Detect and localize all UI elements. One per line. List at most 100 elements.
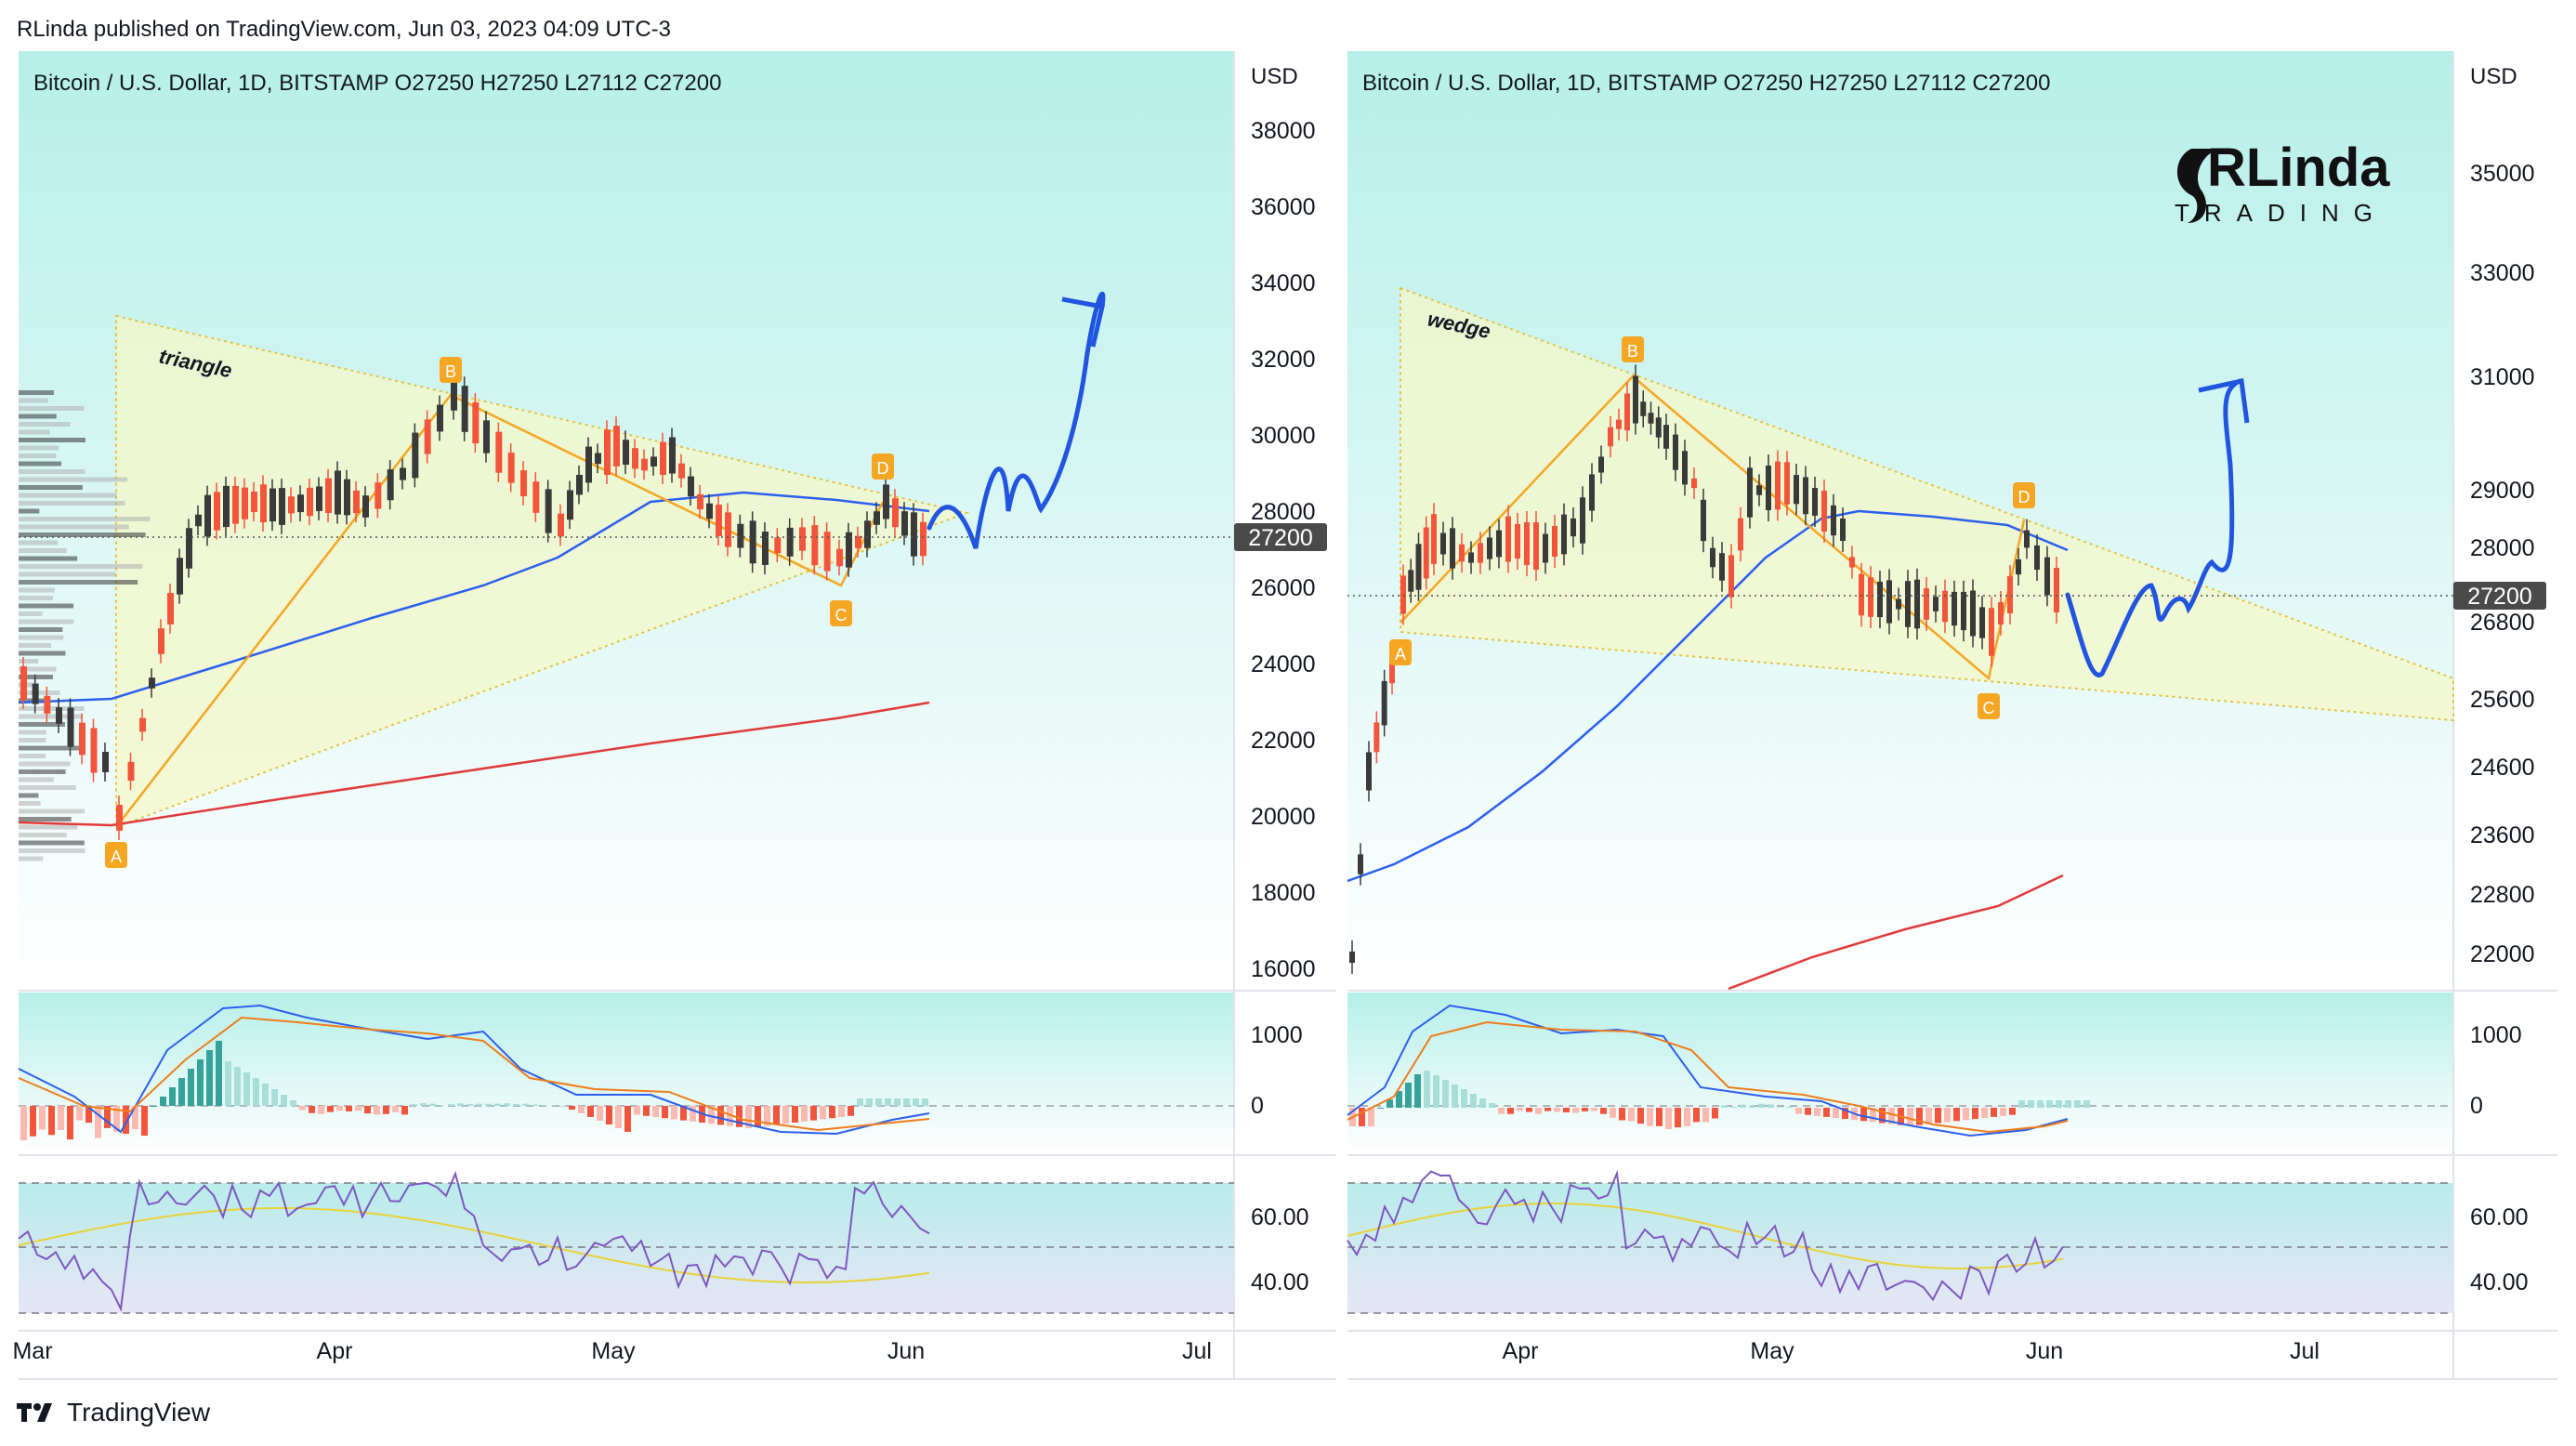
rsi-line xyxy=(18,1170,930,1312)
rsi-tick-label: 60.00 xyxy=(2470,1204,2529,1230)
macd-histogram-bar xyxy=(39,1106,46,1130)
macd-histogram-bar xyxy=(1637,1108,1644,1124)
last-price-label: 27200 xyxy=(1248,525,1313,551)
candle-body xyxy=(400,467,406,480)
candle-body xyxy=(1459,544,1465,562)
candle-body xyxy=(1821,491,1827,532)
candle-body xyxy=(855,535,861,548)
rsi-ma-line xyxy=(18,1207,930,1283)
macd-histogram-bar xyxy=(597,1106,603,1121)
volume-profile-bar xyxy=(19,564,143,569)
candle-body xyxy=(167,593,174,624)
macd-histogram-bar xyxy=(1489,1103,1495,1108)
time-axis-label: May xyxy=(1750,1338,1794,1364)
macd-histogram-bar xyxy=(1758,1103,1765,1108)
candle-body xyxy=(716,505,722,536)
time-axis-label: Jul xyxy=(1182,1338,1212,1364)
macd-histogram-bar xyxy=(1675,1108,1681,1128)
macd-signal-line xyxy=(1347,1020,2069,1134)
macd-histogram-bar xyxy=(652,1106,659,1117)
candle-body xyxy=(749,520,756,564)
candle-body xyxy=(1389,654,1395,684)
macd-histogram-bar xyxy=(1582,1108,1588,1111)
macd-histogram-bar xyxy=(1377,1108,1384,1109)
macd-histogram-bar xyxy=(1786,1106,1793,1108)
macd-histogram-bar xyxy=(151,1106,157,1107)
volume-profile-bar xyxy=(19,461,62,467)
volume-profile-bar xyxy=(19,429,50,435)
candle-body xyxy=(1849,557,1855,568)
candle-body xyxy=(1896,598,1901,610)
price-tick-label: 18000 xyxy=(1251,880,1316,906)
macd-histogram-bar xyxy=(1833,1108,1839,1118)
candle-body xyxy=(1349,951,1355,964)
macd-histogram-bar xyxy=(1842,1108,1848,1120)
time-axis-label: Mar xyxy=(12,1338,52,1364)
macd-histogram-bar xyxy=(271,1089,278,1106)
macd-histogram-bar xyxy=(1619,1108,1625,1121)
macd-histogram-bar xyxy=(764,1106,770,1126)
candle-body xyxy=(1533,521,1539,571)
candle-body xyxy=(1543,533,1548,563)
volume-profile-bar xyxy=(19,587,55,593)
candle-body xyxy=(706,503,713,519)
candle-body xyxy=(90,728,98,773)
macd-histogram-bar xyxy=(206,1050,213,1106)
candle-body xyxy=(737,523,744,548)
macd-histogram-bar xyxy=(1517,1108,1523,1111)
macd-histogram-bar xyxy=(773,1106,780,1125)
candle-body xyxy=(762,532,769,565)
candle-body xyxy=(116,805,123,831)
candle-body xyxy=(1366,752,1372,791)
macd-histogram-bar xyxy=(1396,1091,1402,1108)
volume-profile-bar xyxy=(19,445,59,451)
candle-body xyxy=(1624,393,1630,431)
wave-label: B xyxy=(445,362,456,381)
candle-body xyxy=(2016,559,2021,575)
candle-body xyxy=(660,441,666,476)
logo-line-2: TRADING xyxy=(2175,199,2387,227)
candle-body xyxy=(1747,467,1753,518)
candle-body xyxy=(836,548,843,567)
candle-body xyxy=(2007,576,2013,613)
candle-body xyxy=(1487,537,1492,559)
candle-body xyxy=(1431,514,1437,564)
volume-profile-bar xyxy=(19,596,54,600)
volume-profile-bar xyxy=(19,643,52,648)
candle-body xyxy=(1561,514,1567,555)
abcd-pattern-line xyxy=(1400,375,2026,681)
macd-histogram-bar xyxy=(1433,1075,1439,1108)
candle-body xyxy=(1400,575,1406,614)
wave-label: D xyxy=(2018,488,2031,506)
candle-body xyxy=(149,677,155,689)
wave-label-bg xyxy=(1389,639,1412,665)
candle-body xyxy=(195,514,202,527)
macd-histogram-bar xyxy=(885,1098,891,1106)
candle-body xyxy=(1701,499,1706,542)
candle-body xyxy=(375,482,382,509)
volume-profile-bar xyxy=(19,833,67,837)
volume-profile-bar xyxy=(19,761,71,767)
macd-histogram-bar xyxy=(318,1106,324,1114)
volume-profile-bar xyxy=(19,454,57,458)
macd-histogram-bar xyxy=(262,1084,269,1106)
macd-histogram-bar xyxy=(253,1078,259,1106)
volume-profile-bar xyxy=(19,635,64,640)
macd-histogram-bar xyxy=(457,1103,464,1106)
macd-histogram-bar xyxy=(755,1106,761,1127)
volume-profile-bar xyxy=(19,706,85,711)
macd-histogram-bar xyxy=(1730,1106,1737,1108)
candle-body xyxy=(1633,375,1638,424)
candle-body xyxy=(1738,518,1743,551)
volume-profile-bar xyxy=(19,659,39,664)
candle-body xyxy=(1505,516,1511,562)
macd-histogram-bar xyxy=(95,1106,101,1138)
macd-histogram-bar xyxy=(1572,1108,1579,1113)
candle-body xyxy=(697,493,703,510)
macd-histogram-bar xyxy=(587,1106,594,1117)
macd-histogram-bar xyxy=(1963,1108,1969,1121)
candle-body xyxy=(558,513,564,537)
macd-histogram-bar xyxy=(225,1061,231,1106)
macd-histogram-bar xyxy=(364,1106,371,1114)
